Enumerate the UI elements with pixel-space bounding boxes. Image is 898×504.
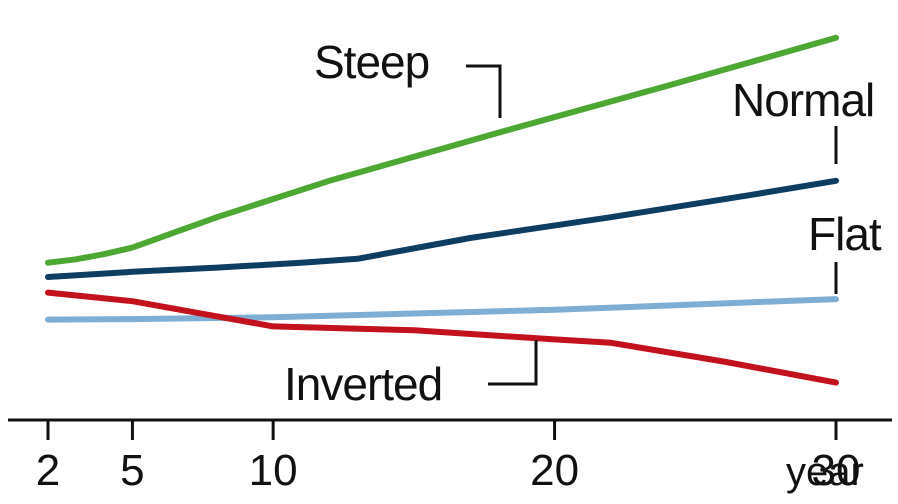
x-axis-unit-label: year [786,450,864,494]
series-labels: Steep Normal Flat Inverted [284,36,883,410]
series-label-leaders [466,64,838,386]
x-tick-label-30: 30 [812,446,861,495]
leader-line-steep [466,64,502,118]
x-tick-label-20: 20 [530,446,579,495]
series-line-steep [45,34,839,266]
series-line-normal [45,177,839,280]
series-label-flat: Flat [808,208,882,260]
series-line-inverted [45,289,839,386]
x-tick-label-5: 5 [120,446,144,495]
x-tick-label-10: 10 [249,446,298,495]
series-lines [45,34,839,386]
x-axis-ticks: 2 5 10 20 30 [36,420,861,495]
series-line-flat [45,296,839,323]
x-tick-label-2: 2 [36,446,60,495]
series-label-inverted: Inverted [284,358,442,410]
series-label-normal: Normal [732,74,874,126]
series-label-steep: Steep [314,36,429,88]
leader-line-inverted [488,340,538,386]
